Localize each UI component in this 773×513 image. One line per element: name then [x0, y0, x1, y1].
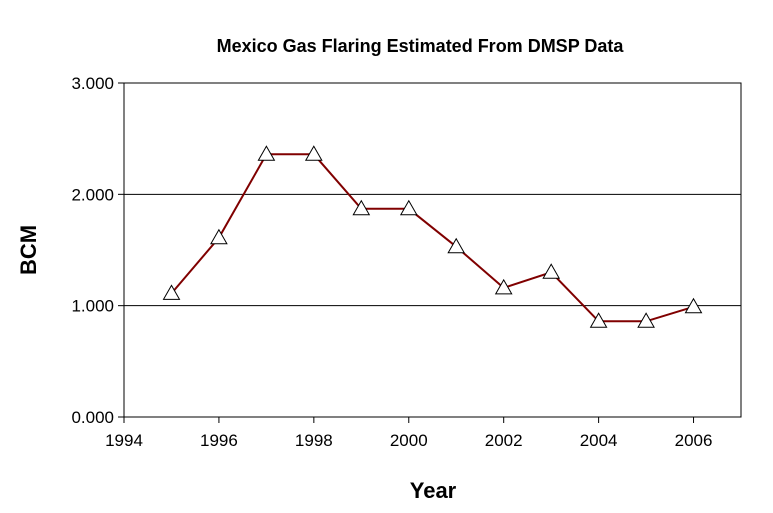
chart-title: Mexico Gas Flaring Estimated From DMSP D…: [217, 36, 625, 56]
y-axis-title: BCM: [16, 225, 41, 275]
data-point: [684, 297, 703, 314]
data-point: [257, 145, 276, 161]
data-point: [542, 263, 561, 279]
data-point: [494, 278, 513, 295]
data-point: [352, 199, 371, 216]
data-point: [210, 228, 228, 245]
y-tick-label: 0.000: [71, 408, 114, 427]
y-axis: 0.000 1.000 2.000 3.000: [71, 74, 124, 427]
data-point: [304, 145, 323, 161]
y-tick-label: 3.000: [71, 74, 114, 93]
data-point: [447, 237, 466, 254]
data-point: [399, 199, 418, 216]
data-point: [589, 312, 608, 328]
x-tick-label: 1994: [105, 431, 143, 450]
x-tick-label: 2000: [390, 431, 428, 450]
plot-area: [123, 82, 742, 418]
x-tick-label: 1998: [295, 431, 333, 450]
series: [162, 145, 703, 328]
y-tick-label: 1.000: [71, 297, 114, 316]
x-tick-label: 1996: [200, 431, 238, 450]
y-tick-label: 2.000: [71, 185, 114, 204]
x-axis: 1994 1996 1998 2000 2002 2004 2006: [105, 417, 712, 450]
x-tick-label: 2004: [580, 431, 618, 450]
gridlines: [124, 193, 741, 307]
data-point: [162, 284, 181, 300]
x-tick-label: 2002: [485, 431, 523, 450]
x-tick-label: 2006: [675, 431, 713, 450]
data-point: [637, 312, 655, 328]
x-axis-title: Year: [410, 478, 457, 503]
series-line: [170, 153, 694, 323]
